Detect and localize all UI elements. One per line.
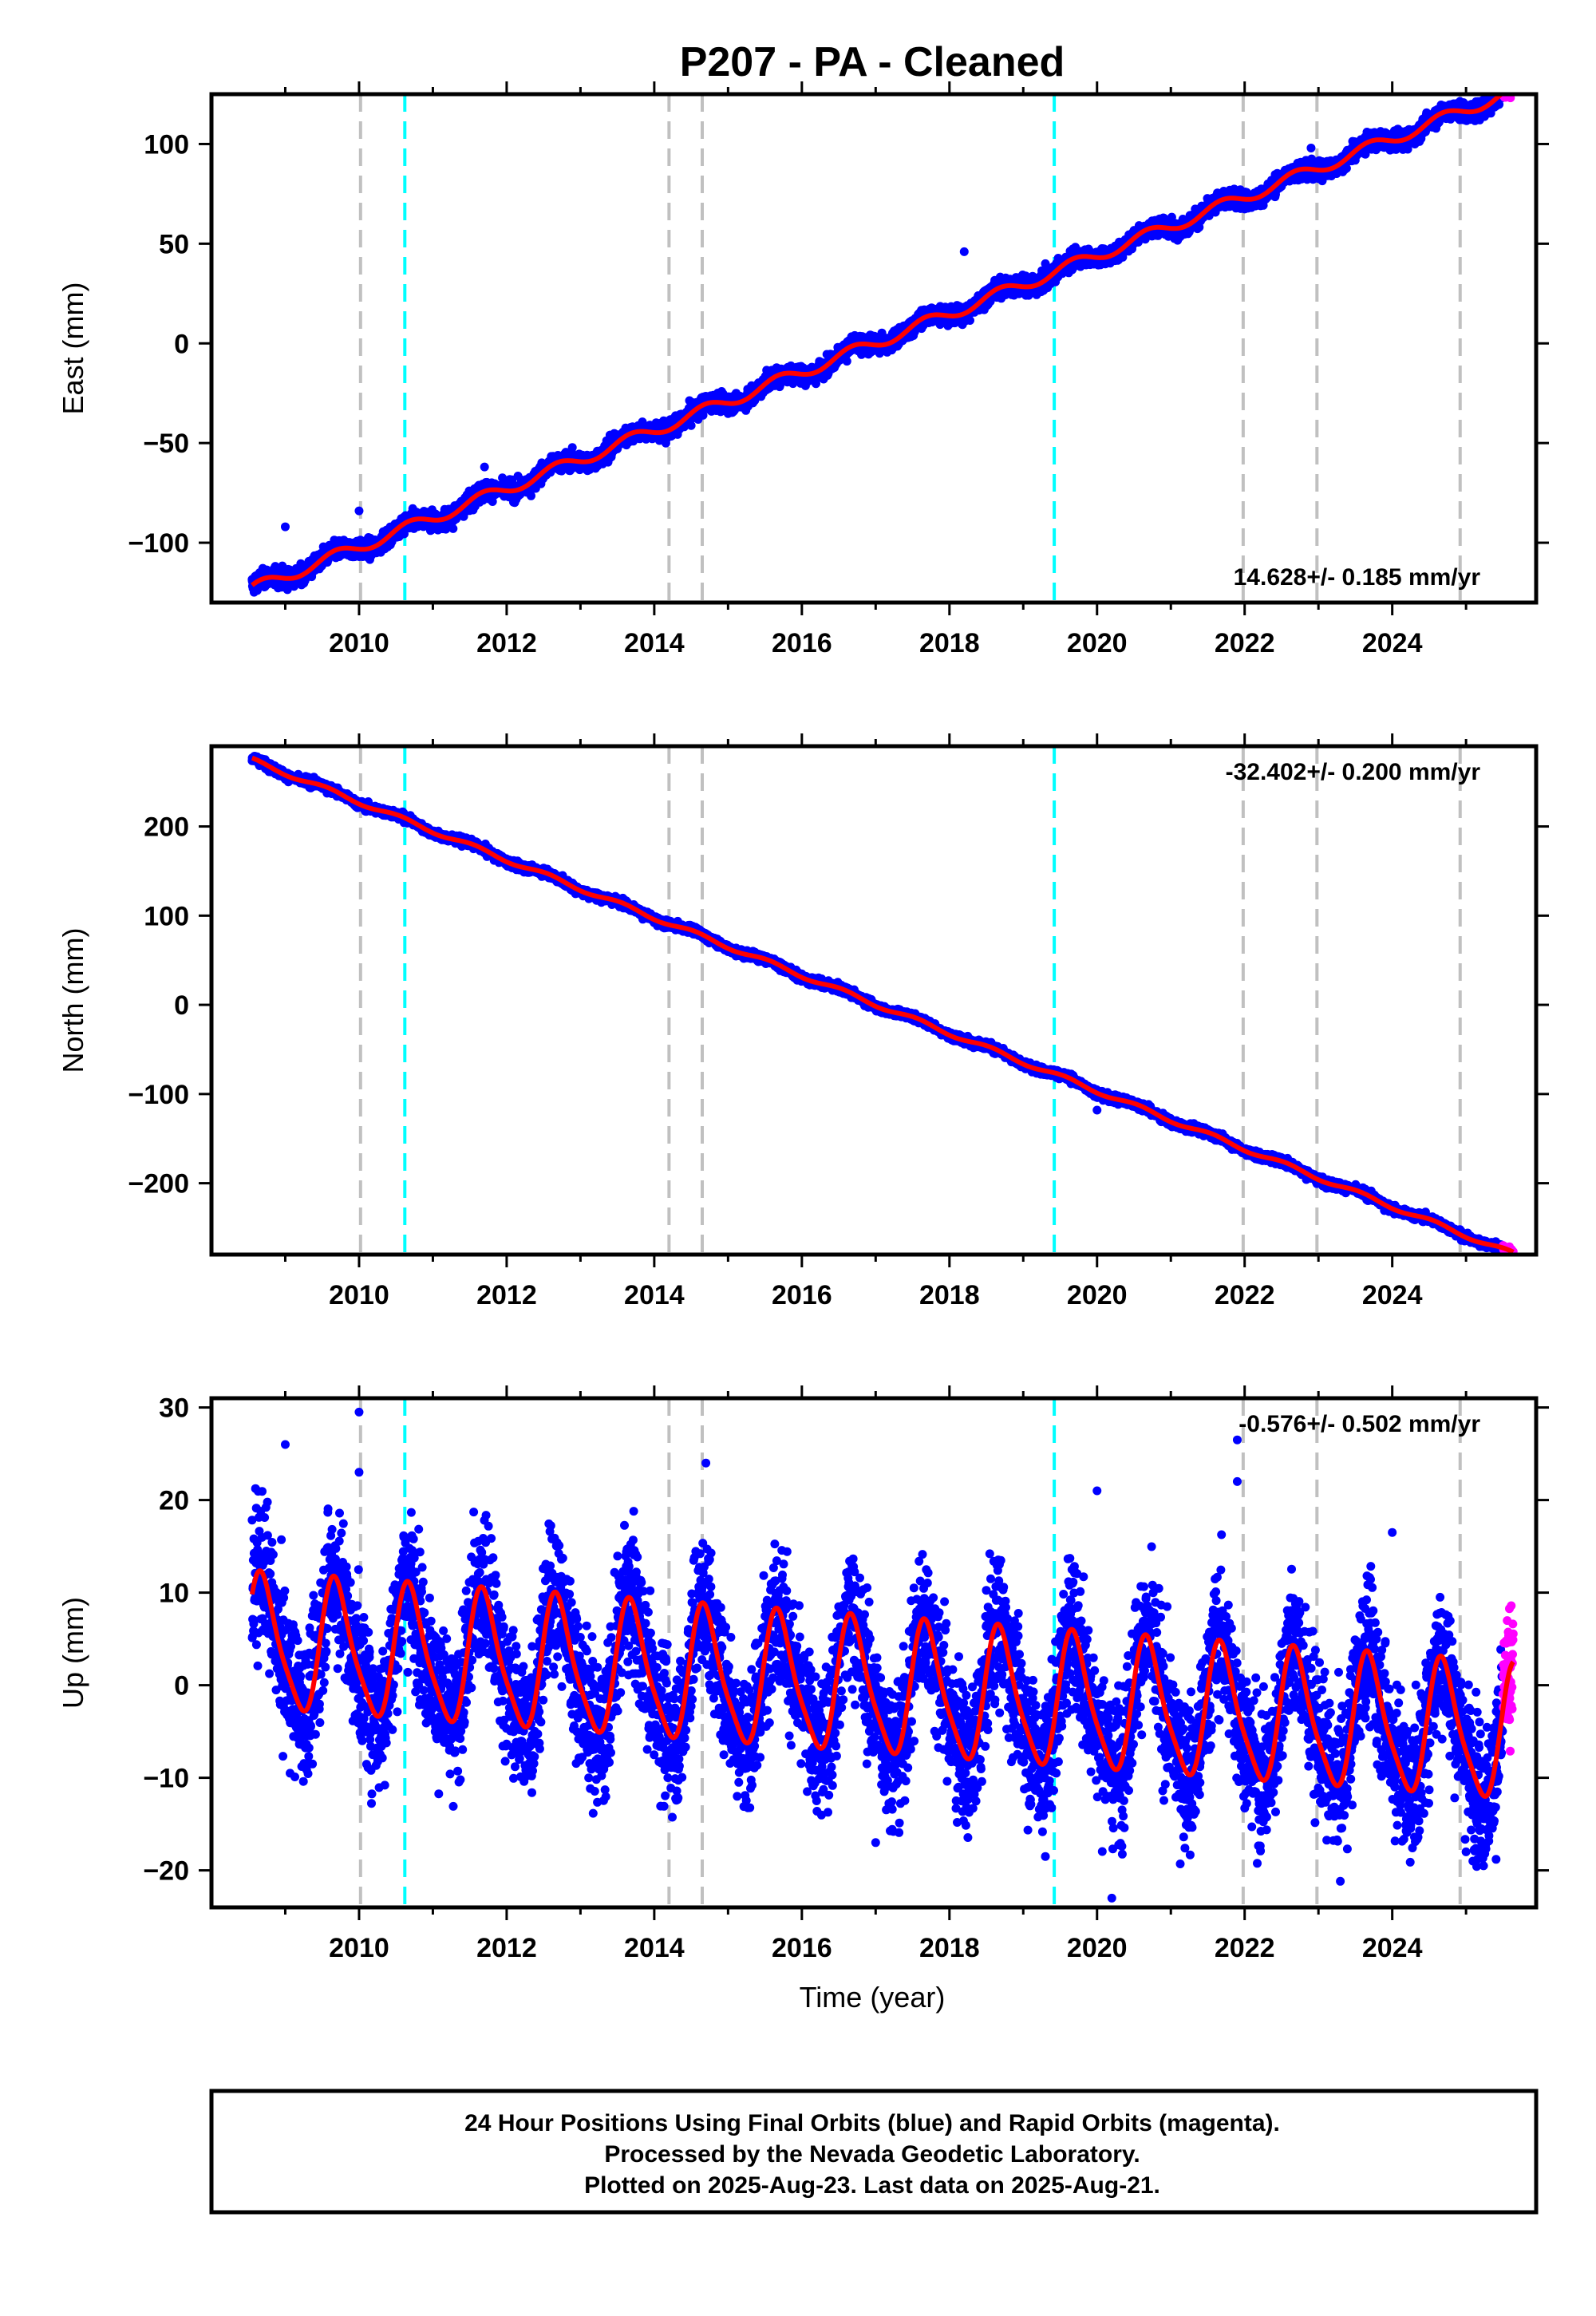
data-point — [448, 524, 458, 533]
data-point — [488, 497, 497, 506]
data-point — [842, 357, 851, 366]
data-point — [527, 491, 535, 500]
chart-title: P207 - PA - Cleaned — [680, 39, 1065, 85]
data-point — [567, 443, 577, 453]
east-panel: 2010 2012 2014 2016 2018 2020 2022 2024−100−500… — [57, 81, 1549, 658]
east-plot-area — [247, 94, 1515, 603]
